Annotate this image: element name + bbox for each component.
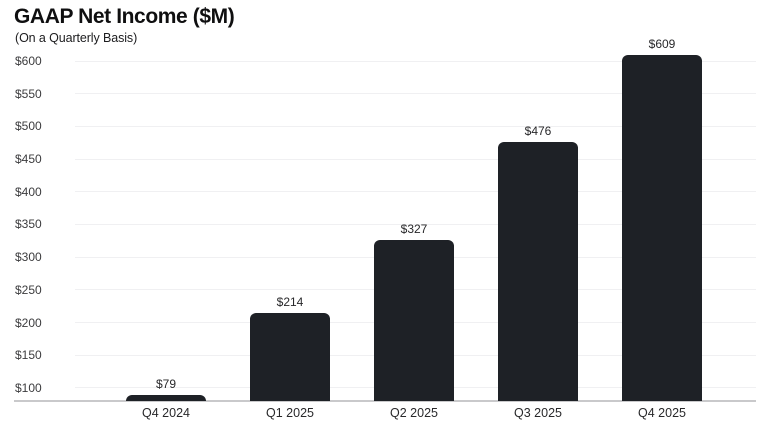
gridline-550 bbox=[75, 93, 756, 95]
gridline-500 bbox=[75, 125, 756, 127]
bar-q4-2024 bbox=[126, 395, 206, 401]
y-axis-tick-label: $400 bbox=[15, 184, 42, 199]
gridline-350 bbox=[75, 223, 756, 225]
bar-value-label: $476 bbox=[524, 124, 552, 139]
chart-title: GAAP Net Income ($M) bbox=[14, 5, 235, 28]
bar-value-label: $79 bbox=[155, 377, 177, 391]
bar-value-label: $327 bbox=[400, 221, 428, 236]
gridline-400 bbox=[75, 191, 756, 193]
y-axis-tick-label: $600 bbox=[15, 54, 42, 68]
bar-q2-2025 bbox=[374, 239, 454, 401]
y-axis-tick-label: $550 bbox=[15, 86, 42, 101]
y-axis-tick-label: $100 bbox=[15, 380, 42, 395]
x-axis-category-label: Q4 2024 bbox=[142, 406, 190, 420]
y-axis-tick-label: $450 bbox=[15, 152, 42, 167]
bar-value-label: $609 bbox=[648, 37, 676, 52]
y-axis-tick-label: $300 bbox=[15, 250, 42, 265]
y-axis-tick-label: $150 bbox=[15, 348, 42, 363]
y-axis-tick-label: $200 bbox=[15, 315, 42, 330]
gridline-600 bbox=[75, 60, 756, 62]
bar-value-label: $214 bbox=[276, 295, 304, 310]
y-axis-tick-label: $350 bbox=[15, 217, 42, 232]
x-axis-category-label: Q4 2025 bbox=[638, 406, 686, 420]
bar-q3-2025 bbox=[498, 142, 578, 401]
bar-q1-2025 bbox=[250, 313, 330, 401]
bar-q4-2025 bbox=[622, 55, 702, 401]
x-axis-category-label: Q2 2025 bbox=[390, 406, 438, 420]
x-axis-category-label: Q3 2025 bbox=[514, 406, 562, 420]
y-axis-tick-label: $250 bbox=[15, 282, 42, 297]
x-axis-category-label: Q1 2025 bbox=[266, 406, 314, 420]
x-axis-line bbox=[14, 400, 756, 402]
gridline-450 bbox=[75, 158, 756, 160]
y-axis-tick-label: $500 bbox=[15, 119, 42, 134]
chart-subtitle: (On a Quarterly Basis) bbox=[15, 31, 138, 45]
